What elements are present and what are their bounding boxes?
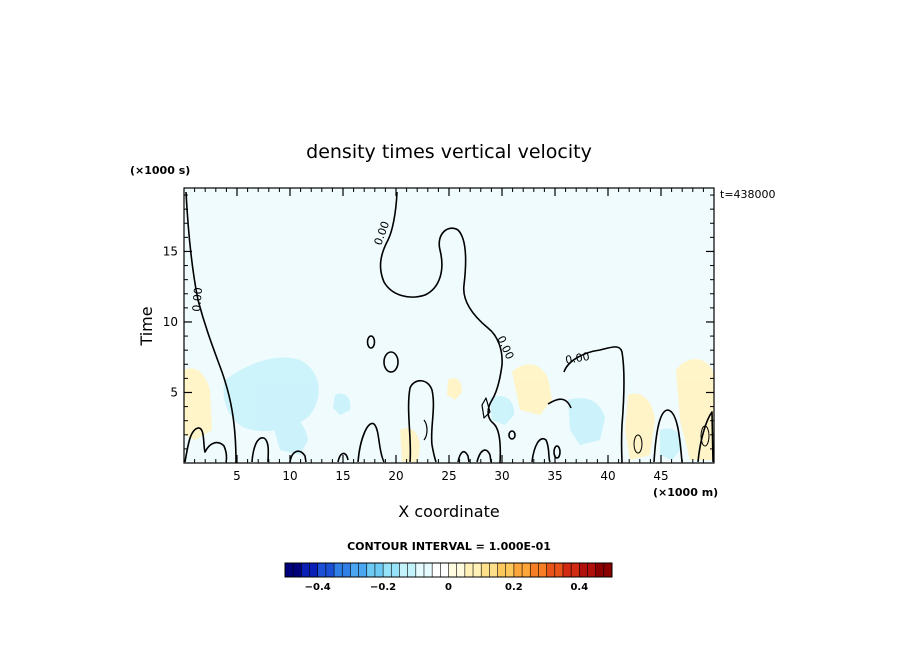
contour-loop [700, 425, 710, 447]
negative-anomaly-patches [223, 357, 682, 460]
colorbar-tick-label: 0 [445, 582, 452, 593]
contour-line [251, 437, 270, 463]
negative-patch [490, 395, 515, 425]
colorbar-tick-label: −0.2 [370, 582, 396, 593]
x-tick-label: 25 [441, 469, 456, 483]
contour-loop [383, 351, 399, 373]
x-tick-label: 35 [547, 469, 562, 483]
contour-line [423, 419, 428, 441]
colorbar-ticks: −0.4 −0.2 0 0.2 0.4 [305, 582, 589, 593]
x-unit-label: (×1000 m) [653, 486, 718, 499]
negative-patch [660, 428, 682, 460]
contour-line [547, 398, 572, 409]
contour-label: 0.00 [190, 287, 205, 313]
x-axis-label: X coordinate [398, 502, 499, 521]
x-tick-labels: 5 10 15 20 25 30 35 40 45 [233, 469, 668, 483]
contour-line [407, 379, 437, 463]
y-tick-labels: 5 10 15 [163, 244, 178, 399]
y-unit-label: (×1000 s) [130, 164, 190, 177]
positive-patch [625, 393, 655, 460]
time-stamp: t=438000 [720, 188, 776, 201]
contour-line [457, 450, 470, 463]
contour-line [185, 191, 237, 464]
positive-patch [184, 368, 212, 440]
x-tick-label: 10 [282, 469, 297, 483]
colorbar-tick-label: 0.4 [570, 582, 588, 593]
minor-ticks [184, 188, 714, 463]
negative-patch [270, 413, 308, 455]
positive-patch [512, 364, 552, 415]
chart-title: density times vertical velocity [306, 141, 592, 163]
y-tick-label: 10 [163, 315, 178, 329]
negative-patch [223, 357, 319, 432]
colorbar [284, 562, 613, 578]
y-tick-label: 5 [170, 385, 178, 399]
major-ticks [184, 188, 714, 463]
x-tick-label: 20 [388, 469, 403, 483]
contour-loop [366, 335, 376, 349]
negative-patch [568, 398, 605, 445]
x-tick-label: 45 [653, 469, 668, 483]
contour-interval-label: CONTOUR INTERVAL = 1.000E-01 [347, 540, 551, 553]
contour-line [337, 452, 349, 463]
colorbar-tick-label: 0.2 [505, 582, 523, 593]
contour-line [476, 449, 492, 463]
plot-area: 0.00 0.00 0.00 0.00 5 10 15 20 25 30 35 40 45 51… [163, 187, 715, 483]
positive-patch [447, 378, 462, 400]
contour-line [289, 450, 307, 463]
contour-loop [553, 445, 561, 459]
colorbar-frame [284, 562, 613, 578]
contour-line [481, 397, 491, 419]
contour-loop [633, 434, 643, 454]
contour-line [531, 438, 551, 463]
x-tick-label: 15 [335, 469, 350, 483]
positive-patch [676, 359, 714, 460]
contour-line [697, 411, 714, 463]
contour-line [379, 191, 503, 464]
contour-line [653, 409, 683, 463]
colorbar-tick-label: −0.4 [305, 582, 331, 593]
y-axis-label: Time [137, 306, 156, 346]
contour-line [357, 422, 385, 463]
contour-line [563, 346, 625, 464]
x-tick-label: 30 [494, 469, 509, 483]
x-tick-label: 40 [600, 469, 615, 483]
zero-contours [184, 191, 714, 464]
contour-loop [508, 430, 516, 440]
positive-anomaly-patches [184, 359, 714, 462]
negative-patch [333, 393, 351, 415]
y-tick-label: 15 [163, 244, 178, 258]
contour-label: 0.00 [564, 350, 590, 367]
contour-line [184, 427, 228, 463]
x-tick-label: 5 [233, 469, 241, 483]
